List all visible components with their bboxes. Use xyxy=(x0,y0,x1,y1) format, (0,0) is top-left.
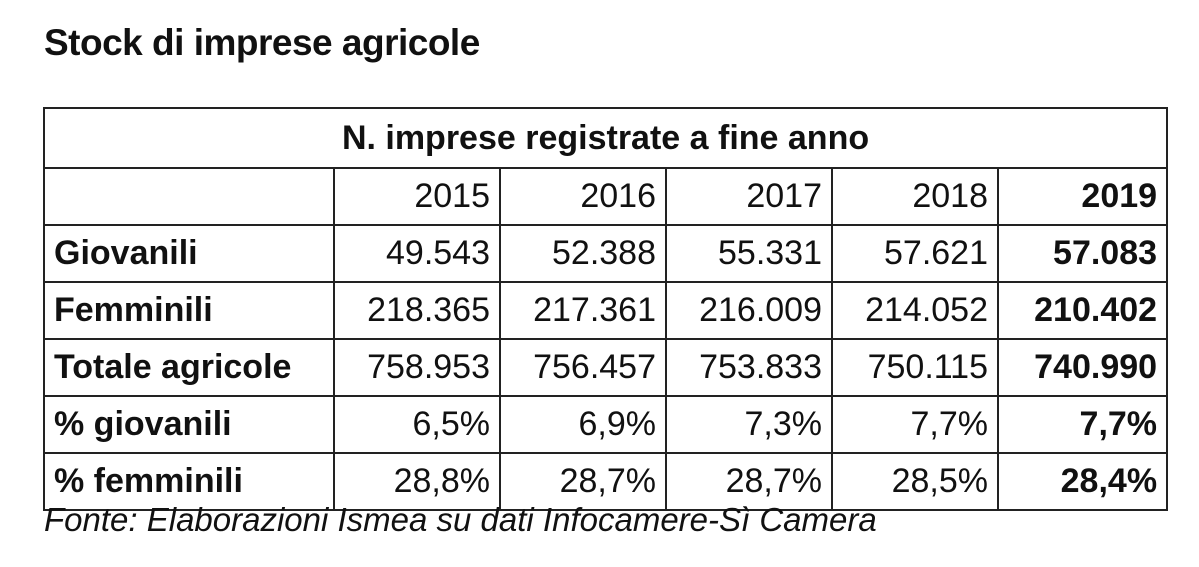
year-header: 2016 xyxy=(499,167,667,226)
table-row: Totale agricole 758.953 756.457 753.833 … xyxy=(43,338,1169,397)
table-cell: 756.457 xyxy=(499,338,667,397)
table-row: % femminili 28,8% 28,7% 28,7% 28,5% 28,4… xyxy=(43,452,1169,511)
table-cell: 7,7% xyxy=(831,395,999,454)
source-note: Fonte: Elaborazioni Ismea su dati Infoca… xyxy=(44,501,877,538)
table-row: Femminili 218.365 217.361 216.009 214.05… xyxy=(43,281,1169,340)
table-cell: 214.052 xyxy=(831,281,999,340)
table-row: % giovanili 6,5% 6,9% 7,3% 7,7% 7,7% xyxy=(43,395,1169,454)
table-cell: 28,7% xyxy=(499,452,667,511)
row-label: % femminili xyxy=(43,452,335,511)
table-cell: 28,4% xyxy=(996,452,1169,511)
table-cell: 210.402 xyxy=(996,281,1169,340)
table-cell: 758.953 xyxy=(333,338,501,397)
table-cell: 52.388 xyxy=(499,224,667,283)
page-title: Stock di imprese agricole xyxy=(44,22,480,63)
year-header: 2015 xyxy=(333,167,501,226)
table-cell: 216.009 xyxy=(665,281,833,340)
table-cell: 6,5% xyxy=(333,395,501,454)
data-table: N. imprese registrate a fine anno 2015 2… xyxy=(42,107,1169,511)
year-header: 2019 xyxy=(996,167,1169,226)
table-cell: 57.621 xyxy=(831,224,999,283)
row-label: % giovanili xyxy=(43,395,335,454)
row-label: Totale agricole xyxy=(43,338,335,397)
table-cell: 6,9% xyxy=(499,395,667,454)
year-header: 2017 xyxy=(665,167,833,226)
table-row: Giovanili 49.543 52.388 55.331 57.621 57… xyxy=(43,224,1169,283)
row-label: Femminili xyxy=(43,281,335,340)
empty-corner-cell xyxy=(43,167,335,226)
table-caption: N. imprese registrate a fine anno xyxy=(42,107,1169,169)
table-cell: 57.083 xyxy=(996,224,1169,283)
table-cell: 218.365 xyxy=(333,281,501,340)
table-cell: 7,7% xyxy=(996,395,1169,454)
table-cell: 55.331 xyxy=(665,224,833,283)
table-cell: 740.990 xyxy=(996,338,1169,397)
year-header: 2018 xyxy=(831,167,999,226)
table-cell: 753.833 xyxy=(665,338,833,397)
table-cell: 28,8% xyxy=(333,452,501,511)
table-cell: 750.115 xyxy=(831,338,999,397)
table-cell: 217.361 xyxy=(499,281,667,340)
table-cell: 28,7% xyxy=(665,452,833,511)
row-label: Giovanili xyxy=(43,224,335,283)
table-header-row: N. imprese registrate a fine anno xyxy=(42,107,1169,169)
table-cell: 7,3% xyxy=(665,395,833,454)
table-cell: 49.543 xyxy=(333,224,501,283)
table-cell: 28,5% xyxy=(831,452,999,511)
year-header-row: 2015 2016 2017 2018 2019 xyxy=(43,167,1169,226)
